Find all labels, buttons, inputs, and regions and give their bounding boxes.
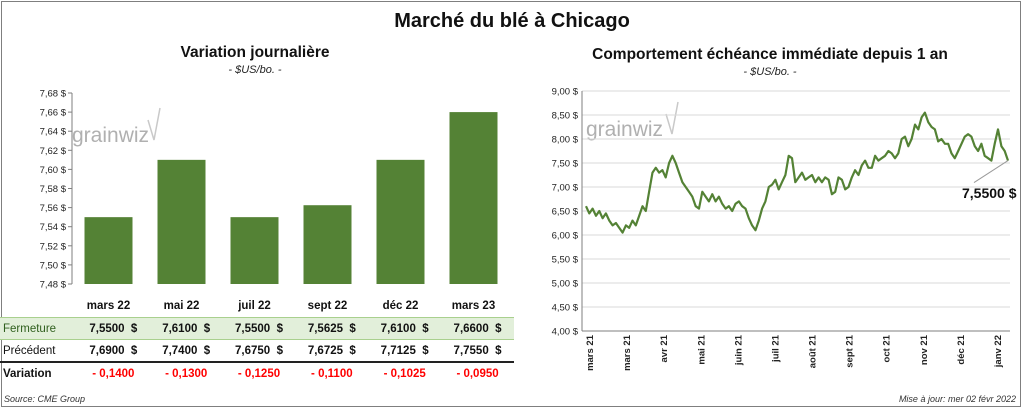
y-tick-label: 7,66 $ xyxy=(40,108,67,119)
table-cell: 7,7125 $ xyxy=(368,339,442,363)
table-cell: 7,6750 $ xyxy=(222,339,296,363)
table-cell: 7,5500 $ xyxy=(76,317,150,340)
row-label-fermeture: Fermeture xyxy=(0,317,77,340)
table-row-precedent: Précédent 7,6900 $ 7,7400 $ 7,6750 $ 7,6… xyxy=(0,339,514,363)
x-tick-label: avr 21 xyxy=(659,334,670,362)
table-cell: 7,6725 $ xyxy=(295,339,369,363)
x-tick-label: sept 21 xyxy=(845,334,856,367)
table-row-variation: Variation - 0,1400 - 0,1300 - 0,1250 - 0… xyxy=(0,362,514,384)
x-tick-label: mai 22 xyxy=(164,300,200,312)
x-tick-label: déc 21 xyxy=(956,334,967,364)
table-cell: 7,5500 $ xyxy=(222,317,296,340)
table-cell: 7,5625 $ xyxy=(295,317,369,340)
x-tick-label: juil 21 xyxy=(770,334,781,363)
x-tick-label: juil 22 xyxy=(237,300,271,312)
series-line xyxy=(585,111,1010,234)
table-cell: 7,6600 $ xyxy=(441,317,514,340)
row-label-precedent: Précédent xyxy=(0,339,77,363)
y-tick-label: 7,60 $ xyxy=(40,165,67,176)
price-table: Fermeture 7,5500 $ 7,6100 $ 7,5500 $ 7,5… xyxy=(0,317,514,384)
table-cell: - 0,1250 xyxy=(237,367,281,380)
bar xyxy=(449,112,498,284)
table-row-fermeture: Fermeture 7,5500 $ 7,6100 $ 7,5500 $ 7,5… xyxy=(0,317,514,340)
page-title: Marché du blé à Chicago xyxy=(394,10,630,32)
table-cell: 7,6900 $ xyxy=(76,339,150,363)
bar xyxy=(157,159,206,284)
watermark-right: grainwiz xyxy=(586,118,663,141)
last-value-leader xyxy=(973,160,1009,184)
x-tick-label: mars 21 xyxy=(585,334,596,371)
y-tick-label: 9,00 $ xyxy=(552,87,579,98)
x-tick-label: déc 22 xyxy=(383,300,419,312)
bar xyxy=(230,217,279,284)
line-chart-unit: - $US/bo. - xyxy=(743,66,797,78)
last-value-label: 7,5500 $ xyxy=(962,185,1017,201)
y-tick-label: 7,68 $ xyxy=(40,89,67,100)
table-cell: - 0,1300 xyxy=(165,367,208,380)
watermark-left-wheat-icon xyxy=(147,107,161,141)
x-tick-label: mai 21 xyxy=(696,334,707,364)
table-cell: 7,6100 $ xyxy=(368,317,442,340)
bar-chart-unit: - $US/bo. - xyxy=(228,64,282,76)
y-tick-label: 5,00 $ xyxy=(552,279,579,290)
bar-chart-title: Variation journalière xyxy=(180,44,330,61)
y-tick-label: 7,50 $ xyxy=(40,260,67,271)
watermark-left: grainwiz xyxy=(72,124,149,147)
y-tick-label: 7,50 $ xyxy=(552,159,579,170)
bar xyxy=(84,217,133,284)
table-cell: - 0,1100 xyxy=(311,367,353,380)
y-tick-label: 8,00 $ xyxy=(552,135,579,146)
y-tick-label: 7,62 $ xyxy=(40,146,67,157)
y-tick-label: 7,00 $ xyxy=(552,183,579,194)
watermark-right-wheat-icon xyxy=(665,101,679,135)
bar xyxy=(303,205,352,284)
x-tick-label: nov 21 xyxy=(919,334,930,365)
table-cell: 7,7400 $ xyxy=(149,339,223,363)
x-tick-label: août 21 xyxy=(808,334,819,368)
x-tick-label: juin 21 xyxy=(733,334,744,366)
y-tick-label: 8,50 $ xyxy=(552,111,579,122)
y-tick-label: 7,58 $ xyxy=(40,184,67,195)
y-tick-label: 6,00 $ xyxy=(552,231,579,242)
line-chart-title: Comportement échéance immédiate depuis 1… xyxy=(592,46,948,63)
bar xyxy=(376,159,425,284)
table-cell: - 0,0950 xyxy=(456,367,499,380)
x-tick-label: mars 22 xyxy=(87,300,130,312)
table-cell: 7,6100 $ xyxy=(149,317,223,340)
y-tick-label: 7,52 $ xyxy=(40,241,67,252)
y-tick-label: 4,00 $ xyxy=(552,327,579,338)
y-tick-label: 6,50 $ xyxy=(552,207,579,218)
y-tick-label: 7,64 $ xyxy=(40,127,67,138)
x-tick-label: janv 22 xyxy=(993,335,1004,368)
y-tick-label: 5,50 $ xyxy=(552,255,579,266)
x-tick-label: oct 21 xyxy=(882,334,893,362)
y-tick-label: 7,48 $ xyxy=(40,280,67,291)
y-tick-label: 4,50 $ xyxy=(552,303,579,314)
row-label-variation: Variation xyxy=(3,367,52,380)
x-tick-label: sept 22 xyxy=(308,300,348,312)
table-cell: - 0,1025 xyxy=(383,367,426,380)
y-tick-label: 7,56 $ xyxy=(40,203,67,214)
update-note: Mise à jour: mer 02 févr 2022 xyxy=(898,394,1016,404)
y-tick-label: 7,54 $ xyxy=(40,222,67,233)
table-cell: - 0,1400 xyxy=(92,367,135,380)
table-cell: 7,7550 $ xyxy=(441,339,514,363)
source-note: Source: CME Group xyxy=(4,394,86,404)
x-tick-label: mars 21 xyxy=(622,334,633,371)
x-tick-label: mars 23 xyxy=(452,300,495,312)
